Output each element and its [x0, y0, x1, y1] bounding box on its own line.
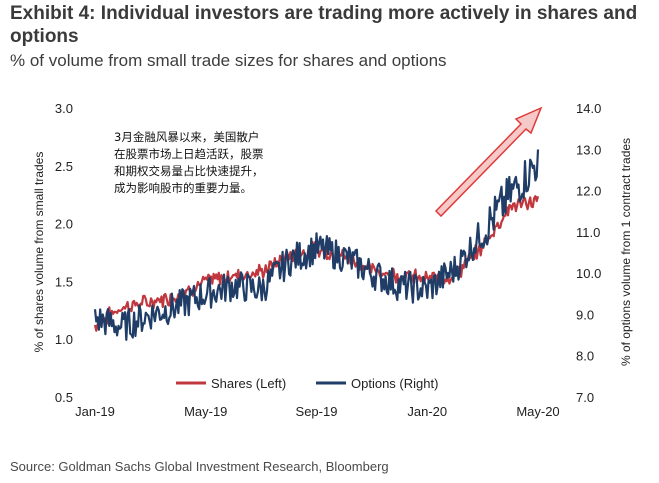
y-tick-label-right: 13.0	[576, 142, 601, 157]
y-tick-label-left: 1.5	[55, 274, 73, 289]
x-tick-label: May-19	[184, 404, 227, 419]
y-tick-label-right: 12.0	[576, 184, 601, 199]
y-tick-label-left: 3.0	[55, 101, 73, 116]
y-axis-left-label: % of shares volume from small trades	[32, 152, 46, 353]
x-tick-label: Jan-19	[75, 404, 115, 419]
annotation-line: 和期权交易量占比快速提升，	[114, 164, 264, 178]
y-axis-right-label: % of options volume from 1 contract trad…	[619, 138, 633, 366]
exhibit-title: Exhibit 4: Individual investors are trad…	[10, 3, 638, 47]
annotation-line: 在股票市场上日趋活跃，股票	[114, 147, 264, 161]
x-tick-label: May-20	[516, 404, 559, 419]
y-tick-label-right: 11.0	[576, 225, 600, 240]
legend-label-options: Options (Right)	[351, 376, 438, 391]
annotation-line: 成为影响股市的重要力量。	[114, 181, 252, 195]
x-tick-label: Sep-19	[296, 404, 338, 419]
x-tick-label: Jan-20	[407, 404, 447, 419]
y-tick-label-left: 0.5	[55, 390, 73, 405]
line-chart: Jan-19 May-19 Sep-19 Jan-20 May-20 0.5 1.0 1.5 2…	[32, 101, 633, 419]
trend-arrow	[434, 106, 543, 218]
y-tick-label-left: 2.0	[55, 217, 73, 232]
source-note: Source: Goldman Sachs Global Investment …	[10, 459, 389, 474]
legend-label-shares: Shares (Left)	[211, 376, 286, 391]
y-tick-label-right: 10.0	[576, 266, 601, 281]
y-tick-label-left: 2.5	[55, 159, 73, 174]
shares-line	[93, 195, 540, 332]
y-tick-label-right: 7.0	[576, 390, 594, 405]
legend: Shares (Left) Options (Right)	[176, 376, 438, 391]
y-tick-label-right: 14.0	[576, 101, 601, 116]
y-tick-label-left: 1.0	[55, 332, 73, 347]
y-tick-label-right: 8.0	[576, 349, 594, 364]
annotation-line: 3月金融风暴以来，美国散户	[114, 130, 259, 144]
y-tick-label-right: 9.0	[576, 307, 594, 322]
exhibit-subtitle: % of volume from small trade sizes for s…	[10, 51, 447, 70]
options-line	[93, 149, 540, 341]
